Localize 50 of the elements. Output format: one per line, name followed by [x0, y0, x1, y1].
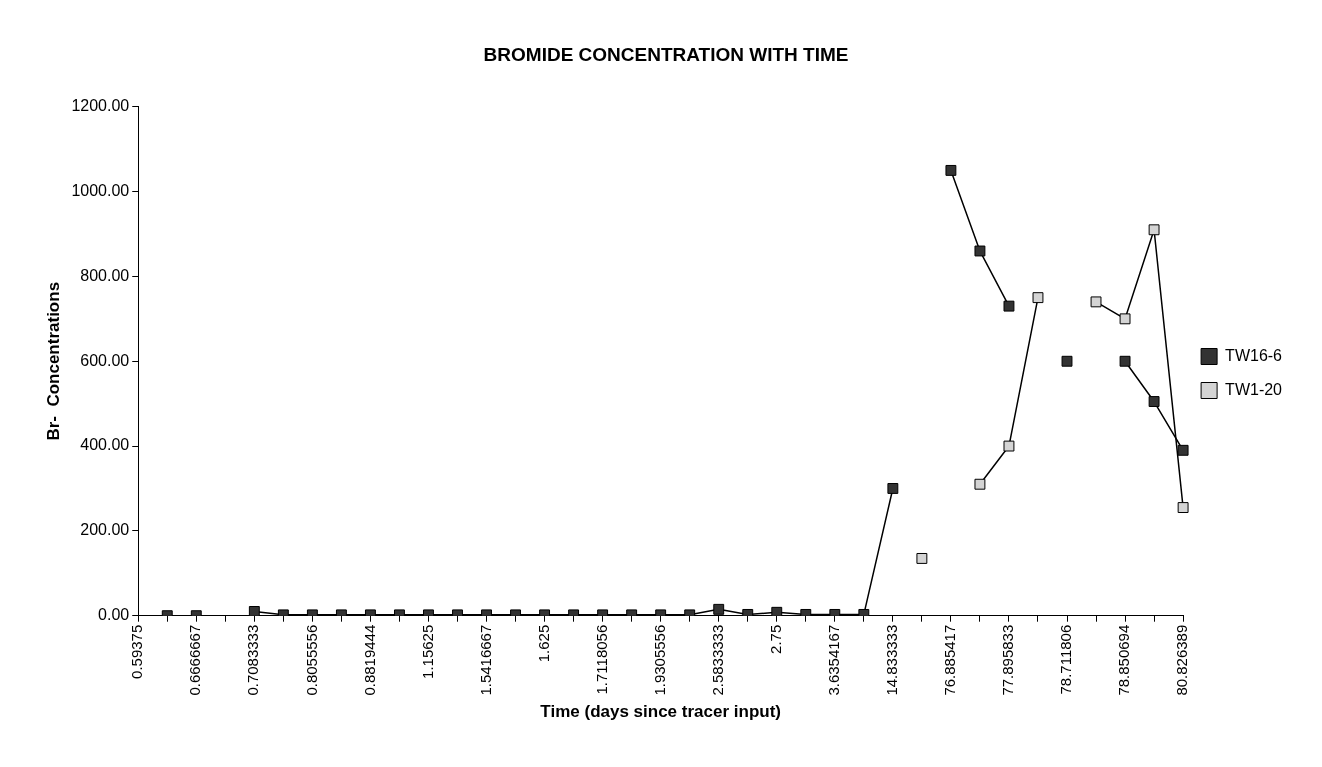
y-tick-label: 200.00 — [80, 521, 130, 539]
point — [1148, 396, 1160, 407]
legend-label: TW1-20 — [1225, 380, 1283, 398]
point — [974, 245, 986, 257]
y-tick-label: 400.00 — [80, 436, 130, 454]
point — [1003, 300, 1015, 312]
point — [1090, 296, 1102, 308]
point — [1061, 355, 1073, 367]
y-tick-label: 800.00 — [80, 266, 130, 284]
x-tick-label: 0.8819444 — [360, 624, 378, 696]
y-tick-label: 0.00 — [98, 606, 130, 624]
x-tick-label: 78.711806 — [1057, 624, 1075, 695]
x-tick-label: 1.9305556 — [650, 624, 668, 696]
chart-title: BROMIDE CONCENTRATION WITH TIME — [483, 43, 849, 65]
point — [1119, 355, 1131, 367]
point — [887, 483, 899, 494]
point — [916, 552, 928, 564]
x-tick-label: 77.895833 — [999, 624, 1017, 696]
point — [771, 606, 783, 616]
x-tick-label: 1.7118056 — [592, 624, 610, 695]
x-tick-label: 0.6666667 — [186, 624, 204, 696]
point — [1032, 292, 1044, 304]
x-tick-label: 0.7083333 — [244, 624, 262, 696]
x-tick-label: 78.850694 — [1115, 624, 1133, 696]
x-tick-label: 3.6354167 — [824, 624, 842, 696]
point — [713, 603, 725, 615]
y-axis-title: Br- Concentrations — [43, 281, 63, 441]
x-tick-label: 0.8055556 — [302, 624, 320, 696]
x-tick-label: 2.5833333 — [708, 624, 726, 696]
point — [1177, 444, 1189, 456]
point — [1177, 502, 1189, 513]
x-tick-label: 2.75 — [766, 624, 784, 654]
x-tick-label: 0.59375 — [128, 624, 146, 679]
legend-label: TW16-6 — [1225, 346, 1283, 364]
point — [974, 478, 986, 490]
x-tick-label: 76.885417 — [941, 624, 959, 696]
y-tick-label: 1000.00 — [71, 182, 130, 200]
point — [1003, 440, 1015, 452]
x-axis-title: Time (days since tracer input) — [540, 702, 781, 722]
y-tick-label: 600.00 — [80, 351, 130, 369]
point — [248, 606, 260, 616]
y-tick-label: 1200.00 — [71, 97, 130, 115]
x-tick-label: 1.625 — [534, 624, 552, 663]
x-tick-label: 80.826389 — [1173, 624, 1191, 696]
x-tick-label: 1.5416667 — [476, 624, 494, 696]
point — [945, 164, 957, 176]
point — [1119, 313, 1131, 325]
point — [1148, 224, 1160, 236]
x-tick-label: 1.15625 — [418, 624, 436, 679]
x-tick-label: 14.833333 — [883, 624, 900, 696]
